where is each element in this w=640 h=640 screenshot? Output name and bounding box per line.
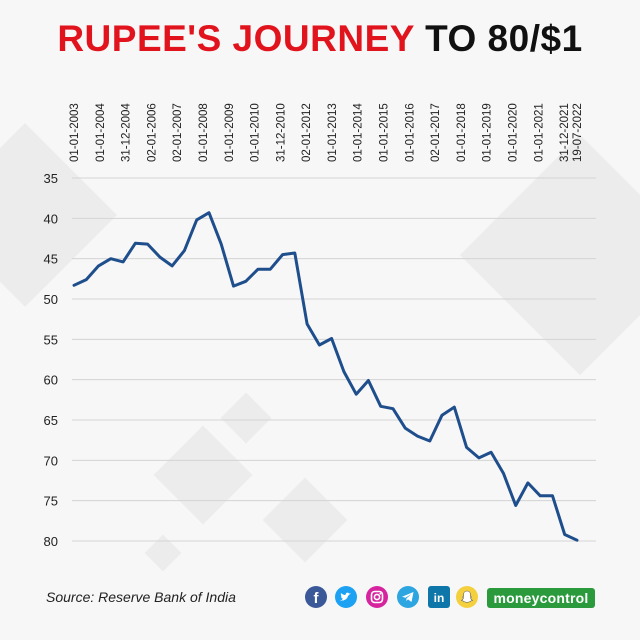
- x-tick-label: 02-01-2007: [172, 103, 184, 162]
- x-tick-label: 01-01-2004: [95, 103, 107, 162]
- title-part-1: RUPEE'S JOURNEY: [57, 18, 415, 59]
- x-tick-label: 01-01-2009: [224, 103, 236, 162]
- x-tick-label: 01-01-2019: [482, 103, 494, 162]
- y-tick-label: 70: [44, 453, 58, 468]
- facebook-icon[interactable]: f: [305, 586, 327, 608]
- source-note: Source: Reserve Bank of India: [46, 589, 236, 605]
- y-tick-label: 40: [44, 211, 58, 226]
- x-tick-label: 01-01-2020: [508, 103, 520, 162]
- svg-text:in: in: [434, 591, 445, 605]
- x-tick-label: 01-01-2013: [327, 103, 339, 162]
- y-tick-label: 65: [44, 413, 58, 428]
- x-tick-label: 31-12-2021: [559, 103, 571, 162]
- telegram-icon[interactable]: [397, 586, 419, 608]
- x-tick-label: 19-07-2022: [572, 103, 584, 162]
- moneycontrol-logo: moneycontrol: [487, 588, 595, 608]
- x-tick-label: 31-12-2010: [275, 103, 287, 162]
- svg-text:f: f: [314, 590, 320, 607]
- snapchat-icon[interactable]: [456, 586, 478, 608]
- x-tick-label: 01-01-2018: [456, 103, 468, 162]
- x-tick-label: 01-01-2008: [198, 103, 210, 162]
- y-tick-label: 80: [44, 534, 58, 549]
- x-tick-label: 01-01-2016: [404, 103, 416, 162]
- x-tick-label: 02-01-2017: [430, 103, 442, 162]
- y-tick-label: 60: [44, 373, 58, 388]
- x-tick-label: 02-01-2006: [146, 103, 158, 162]
- x-tick-label: 31-12-2004: [121, 103, 133, 162]
- series-line: [72, 211, 579, 542]
- instagram-icon[interactable]: [366, 586, 388, 608]
- title-part-2: TO 80/$1: [425, 18, 583, 59]
- y-tick-label: 35: [44, 171, 58, 186]
- y-tick-label: 45: [44, 252, 58, 267]
- twitter-icon[interactable]: [335, 586, 357, 608]
- chart-title: RUPEE'S JOURNEY TO 80/$1: [0, 18, 640, 60]
- linkedin-icon[interactable]: in: [428, 586, 450, 608]
- y-tick-label: 50: [44, 292, 58, 307]
- y-tick-label: 75: [44, 494, 58, 509]
- x-tick-label: 01-01-2010: [250, 103, 262, 162]
- x-tick-label: 01-01-2015: [379, 103, 391, 162]
- x-tick-label: 01-01-2014: [353, 103, 365, 162]
- y-tick-label: 55: [44, 332, 58, 347]
- x-tick-label: 01-01-2021: [533, 103, 545, 162]
- x-tick-label: 02-01-2012: [301, 103, 313, 162]
- x-tick-label: 01-01-2003: [69, 103, 81, 162]
